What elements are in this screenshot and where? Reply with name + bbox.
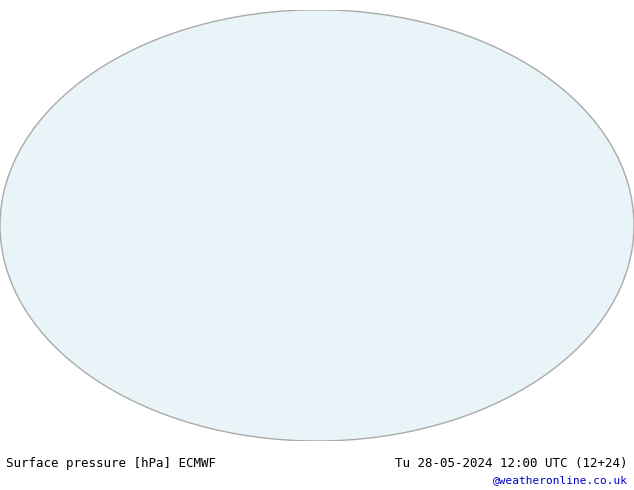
- Text: @weatheronline.co.uk: @weatheronline.co.uk: [493, 475, 628, 485]
- Ellipse shape: [0, 10, 634, 441]
- Text: Tu 28-05-2024 12:00 UTC (12+24): Tu 28-05-2024 12:00 UTC (12+24): [395, 457, 628, 469]
- Text: Surface pressure [hPa] ECMWF: Surface pressure [hPa] ECMWF: [6, 457, 216, 469]
